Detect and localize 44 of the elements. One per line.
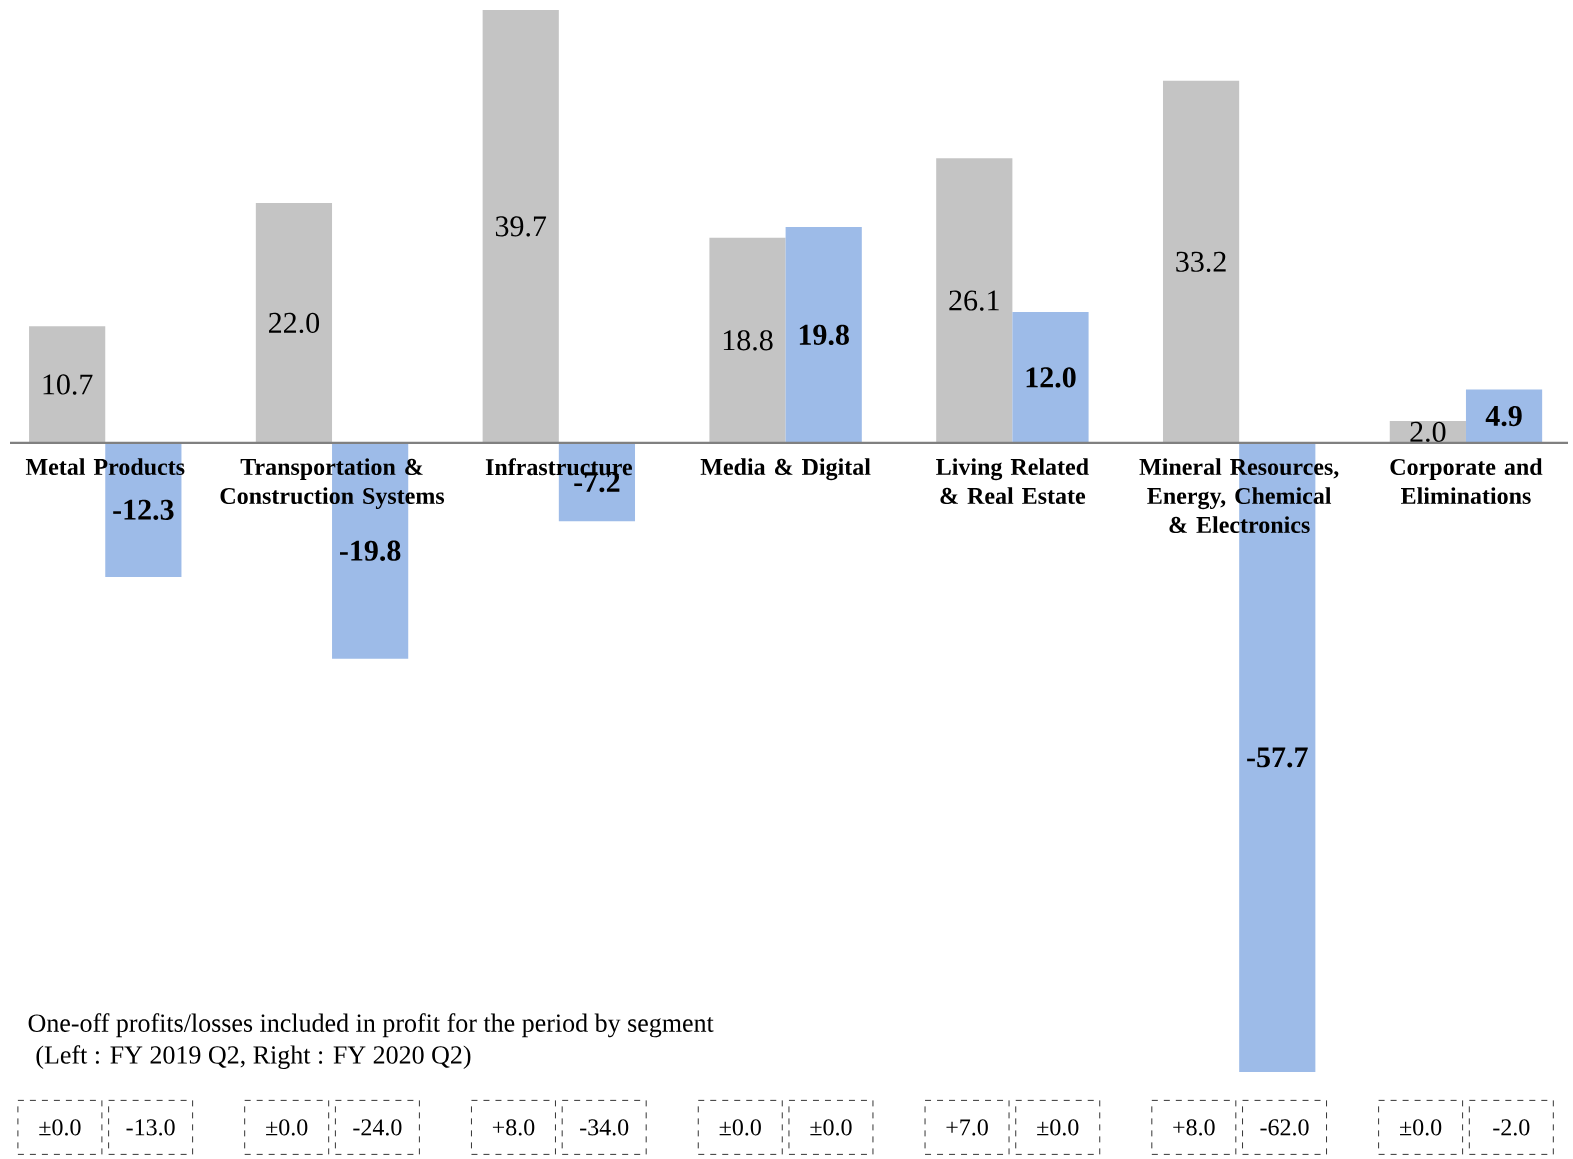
x-tick-label: Media & Digital — [700, 458, 871, 481]
data-label: 4.9 — [1485, 405, 1522, 427]
bar — [785, 226, 862, 443]
text: ±0.0 — [810, 1119, 852, 1136]
x-tick-label: Metal Products — [25, 458, 185, 476]
text: -62.0 — [1260, 1119, 1309, 1136]
bar — [255, 202, 333, 443]
text: ±0.0 — [1400, 1119, 1442, 1136]
bar — [936, 158, 1013, 443]
annotation: One-off profits/losses included in profit for the period by segment — [28, 1013, 714, 1038]
data-label: 39.7 — [495, 216, 547, 237]
text: ±0.0 — [266, 1119, 308, 1136]
bar — [482, 9, 559, 443]
data-label: 33.2 — [1176, 251, 1226, 272]
data-label: 10.7 — [43, 374, 93, 395]
data-label: -12.3 — [113, 499, 174, 521]
text: -2.0 — [1493, 1119, 1530, 1136]
bar — [29, 326, 106, 443]
x-tick-label: Mineral Resources, Energy, Chemical & Electronics — [1139, 458, 1339, 534]
bar — [1162, 80, 1240, 443]
text: +7.0 — [946, 1119, 988, 1136]
data-label: 26.1 — [949, 290, 999, 311]
bar — [1465, 389, 1543, 443]
text: +8.0 — [492, 1119, 535, 1136]
x-tick-label: Transportation & Construction Systems — [220, 458, 445, 509]
data-label: -19.8 — [339, 540, 401, 561]
data-label: 12.0 — [1026, 367, 1076, 388]
bar — [1012, 312, 1089, 443]
data-label: 22.0 — [269, 312, 320, 334]
text: ±0.0 — [719, 1119, 761, 1136]
text: -34.0 — [580, 1119, 629, 1136]
data-label: 19.8 — [799, 324, 849, 346]
data-label: 18.8 — [723, 330, 773, 351]
text: -13.0 — [126, 1119, 175, 1136]
annotation: (Left : FY 2019 Q2, Right : FY 2020 Q2) — [36, 1045, 471, 1070]
data-label: -57.7 — [1247, 747, 1308, 768]
x-tick-label: Living Related & Real Estate — [936, 458, 1089, 505]
bar — [709, 237, 786, 443]
text: -24.0 — [353, 1119, 402, 1136]
text: +8.0 — [1173, 1119, 1215, 1136]
x-tick-label: Corporate and Eliminations — [1390, 458, 1543, 505]
text: ±0.0 — [39, 1119, 81, 1136]
data-label: 2.0 — [1410, 421, 1446, 443]
text: ±0.0 — [1037, 1119, 1079, 1136]
